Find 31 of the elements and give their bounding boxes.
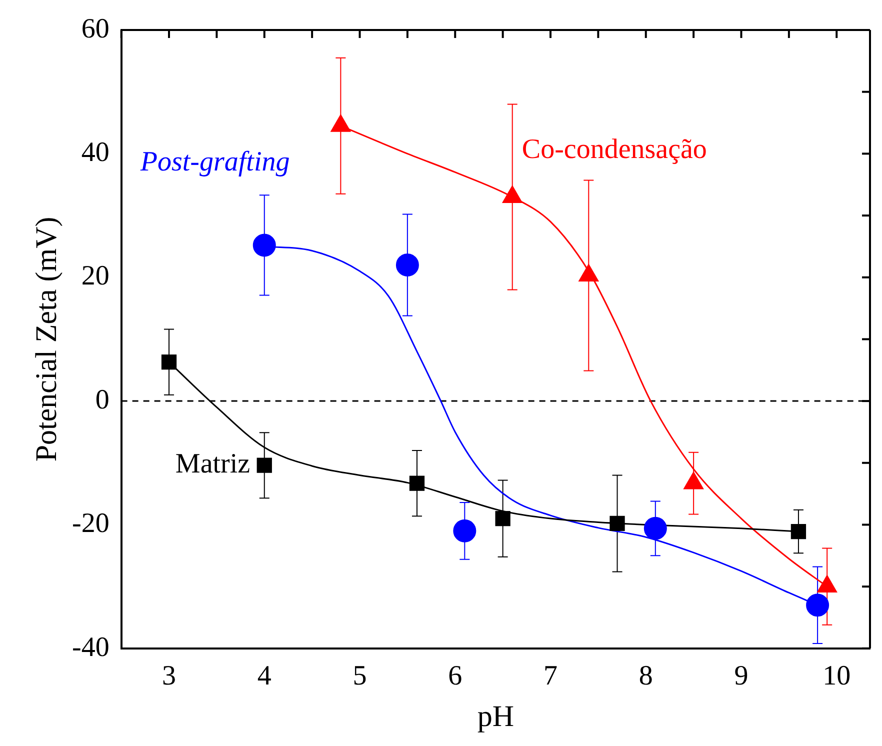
- point: [256, 458, 272, 473]
- point: [453, 519, 476, 542]
- text: Post-grafting: [139, 146, 290, 178]
- x-tick-label: 6: [448, 660, 462, 692]
- point: [790, 524, 806, 540]
- y-tick-label: -20: [72, 508, 110, 540]
- x-tick-label: 9: [734, 660, 748, 692]
- point: [330, 114, 351, 132]
- point: [161, 354, 177, 370]
- x-axis-title: pH: [477, 700, 514, 733]
- x-tick-label: 7: [544, 660, 558, 692]
- y-axis-title: Potencial Zeta (mV): [30, 216, 63, 462]
- x-tick-label: 3: [162, 660, 176, 692]
- x-tick-label: 8: [638, 660, 653, 692]
- y-tick-label: 40: [81, 137, 110, 168]
- x-tick-label: 5: [352, 660, 367, 692]
- y-tick-label: 20: [81, 260, 110, 292]
- point: [495, 510, 510, 526]
- point: [409, 476, 425, 491]
- y-tick-label: 60: [81, 13, 110, 44]
- series-label: Co-condensação: [522, 134, 707, 165]
- x-tick-label: 10: [822, 660, 851, 692]
- series-label: Matriz: [175, 448, 250, 480]
- point: [610, 516, 625, 532]
- point: [644, 516, 667, 540]
- point: [806, 594, 830, 617]
- point: [578, 264, 599, 282]
- point: [502, 185, 522, 203]
- y-tick-label: -40: [72, 632, 110, 663]
- y-tick-label: 0: [95, 384, 110, 416]
- x-tick-label: 4: [257, 660, 272, 692]
